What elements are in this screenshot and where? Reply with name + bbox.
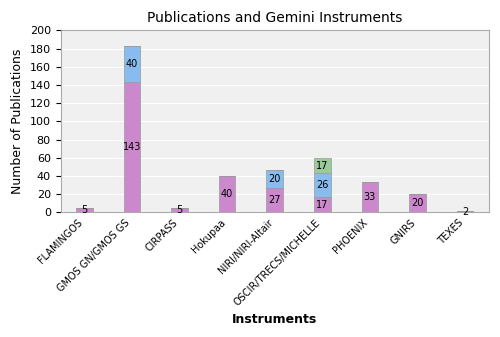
Bar — [171, 208, 188, 213]
Bar — [457, 211, 473, 213]
Text: 27: 27 — [268, 195, 281, 205]
X-axis label: Instruments: Instruments — [232, 313, 318, 326]
Text: 2: 2 — [462, 207, 468, 217]
Text: 17: 17 — [316, 200, 328, 210]
Text: 40: 40 — [221, 189, 233, 199]
Bar — [219, 176, 236, 213]
Bar — [409, 194, 426, 213]
Bar — [124, 82, 140, 213]
Bar — [76, 208, 92, 213]
Text: 20: 20 — [268, 174, 281, 184]
Y-axis label: Number of Publications: Number of Publications — [11, 49, 24, 194]
Text: 20: 20 — [412, 198, 424, 208]
Bar — [314, 173, 330, 197]
Text: 40: 40 — [126, 59, 138, 69]
Bar — [362, 182, 378, 213]
Bar — [266, 170, 283, 188]
Text: 5: 5 — [176, 205, 182, 215]
Bar — [124, 46, 140, 82]
Text: 143: 143 — [122, 143, 141, 152]
Bar — [314, 197, 330, 213]
Text: 33: 33 — [364, 192, 376, 203]
Text: 26: 26 — [316, 180, 328, 190]
Title: Publications and Gemini Instruments: Publications and Gemini Instruments — [147, 11, 403, 25]
Text: 17: 17 — [316, 161, 328, 171]
Text: 5: 5 — [81, 205, 87, 215]
Bar — [266, 188, 283, 213]
Bar — [314, 158, 330, 173]
